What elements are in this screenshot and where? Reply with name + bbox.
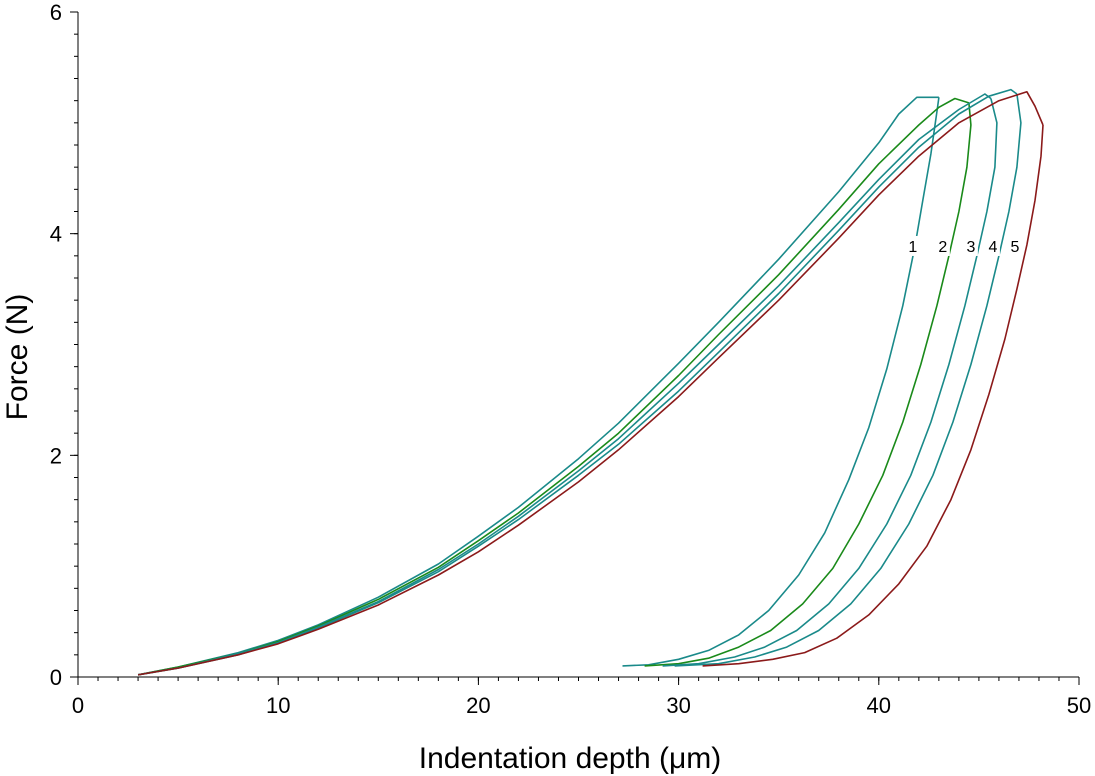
y-tick-label: 2 (50, 443, 62, 468)
series-1-loading-line (137, 96, 939, 676)
curve-label: 3 (966, 239, 975, 256)
x-axis-title: Indentation depth (μm) (419, 742, 721, 775)
series-3-unloading-line (662, 98, 998, 667)
series-5-loading-line (137, 91, 1044, 676)
y-tick-label: 0 (50, 665, 62, 690)
series-2-loading-line (137, 97, 970, 676)
series-2-unloading-line (644, 102, 972, 667)
series-4-loading-line (137, 88, 1018, 676)
series-4-unloading-line (674, 93, 1022, 667)
y-axis-title: Force (N) (1, 294, 34, 421)
x-tick-label: 40 (867, 693, 891, 718)
curve-label-background (935, 235, 950, 256)
x-tick-label: 50 (1067, 693, 1091, 718)
curve-label: 1 (908, 239, 917, 256)
curve-label-background (985, 235, 1000, 256)
x-tick-label: 20 (466, 693, 490, 718)
series-5-unloading-line (702, 124, 1044, 667)
y-tick-label: 6 (50, 0, 62, 25)
curve-label: 2 (938, 239, 947, 256)
x-tick-label: 0 (72, 693, 84, 718)
series-1-unloading-line (622, 97, 940, 667)
x-tick-label: 10 (266, 693, 290, 718)
curve-label: 4 (988, 239, 997, 256)
y-tick-label: 4 (50, 222, 62, 247)
curve-label-background (1007, 235, 1022, 256)
curve-label-background (905, 235, 920, 256)
ticks: 0 10 20 30 40 50 0 2 4 6 (50, 0, 1091, 718)
curve-label: 5 (1010, 239, 1019, 256)
x-tick-label: 30 (666, 693, 690, 718)
series (137, 88, 1044, 676)
axes (77, 12, 1079, 678)
curve-label-background (963, 235, 978, 256)
